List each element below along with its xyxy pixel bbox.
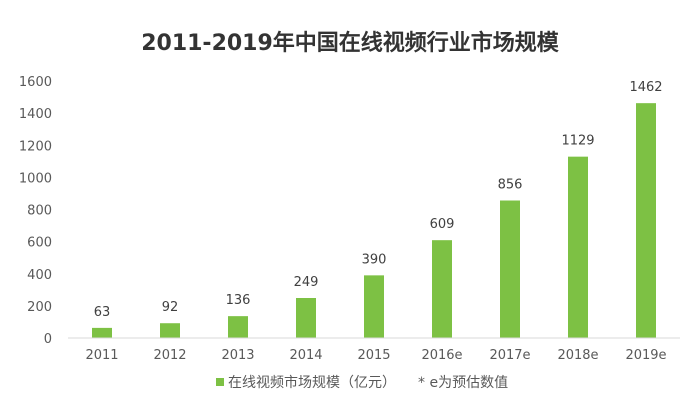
bars: 63 92 136 249 390 609 856 1129 1462 xyxy=(92,80,663,338)
data-label: 609 xyxy=(430,217,455,232)
legend-label: 在线视频市场规模（亿元） xyxy=(228,374,396,391)
x-tick-label: 2017e xyxy=(489,348,530,363)
data-label: 136 xyxy=(226,293,251,308)
y-tick-label: 400 xyxy=(27,268,52,283)
bar xyxy=(568,156,588,338)
data-label: 390 xyxy=(362,252,387,267)
x-tick-label: 2019e xyxy=(625,348,666,363)
estimate-note: * e为预估数值 xyxy=(418,375,508,391)
x-tick-label: 2016e xyxy=(421,348,462,363)
bar xyxy=(500,200,520,338)
bar xyxy=(228,316,248,338)
y-tick-label: 1000 xyxy=(19,171,52,186)
bar xyxy=(296,298,316,338)
y-tick-label: 600 xyxy=(27,236,52,251)
x-tick-label: 2012 xyxy=(153,348,186,363)
legend-swatch xyxy=(216,378,224,386)
x-tick-label: 2011 xyxy=(85,348,118,363)
x-tick-label: 2013 xyxy=(221,348,254,363)
y-tick-label: 1600 xyxy=(19,75,52,90)
bar xyxy=(432,240,452,338)
x-tick-label: 2014 xyxy=(289,348,322,363)
data-label: 1129 xyxy=(561,134,594,149)
data-label: 63 xyxy=(94,305,111,320)
x-axis: 2011 2012 2013 2014 2015 2016e 2017e 2018e 2019e xyxy=(68,337,680,363)
y-axis: 0 200 400 600 800 1000 1200 1400 1600 xyxy=(19,75,52,347)
y-tick-label: 1400 xyxy=(19,107,52,122)
bar xyxy=(92,327,112,338)
x-tick-label: 2015 xyxy=(357,348,390,363)
bar xyxy=(364,275,384,338)
chart-title: 2011-2019年中国在线视频行业市场规模 xyxy=(141,30,560,56)
data-label: 249 xyxy=(294,275,319,290)
data-label: 92 xyxy=(162,300,179,315)
y-tick-label: 1200 xyxy=(19,139,52,154)
data-label: 856 xyxy=(498,178,523,193)
x-tick-label: 2018e xyxy=(557,348,598,363)
bar xyxy=(636,103,656,338)
data-label: 1462 xyxy=(629,80,662,95)
bar xyxy=(160,323,180,338)
legend: 在线视频市场规模（亿元） * e为预估数值 xyxy=(216,374,508,391)
y-tick-label: 0 xyxy=(44,332,52,347)
y-tick-label: 800 xyxy=(27,204,52,219)
y-tick-label: 200 xyxy=(27,300,52,315)
